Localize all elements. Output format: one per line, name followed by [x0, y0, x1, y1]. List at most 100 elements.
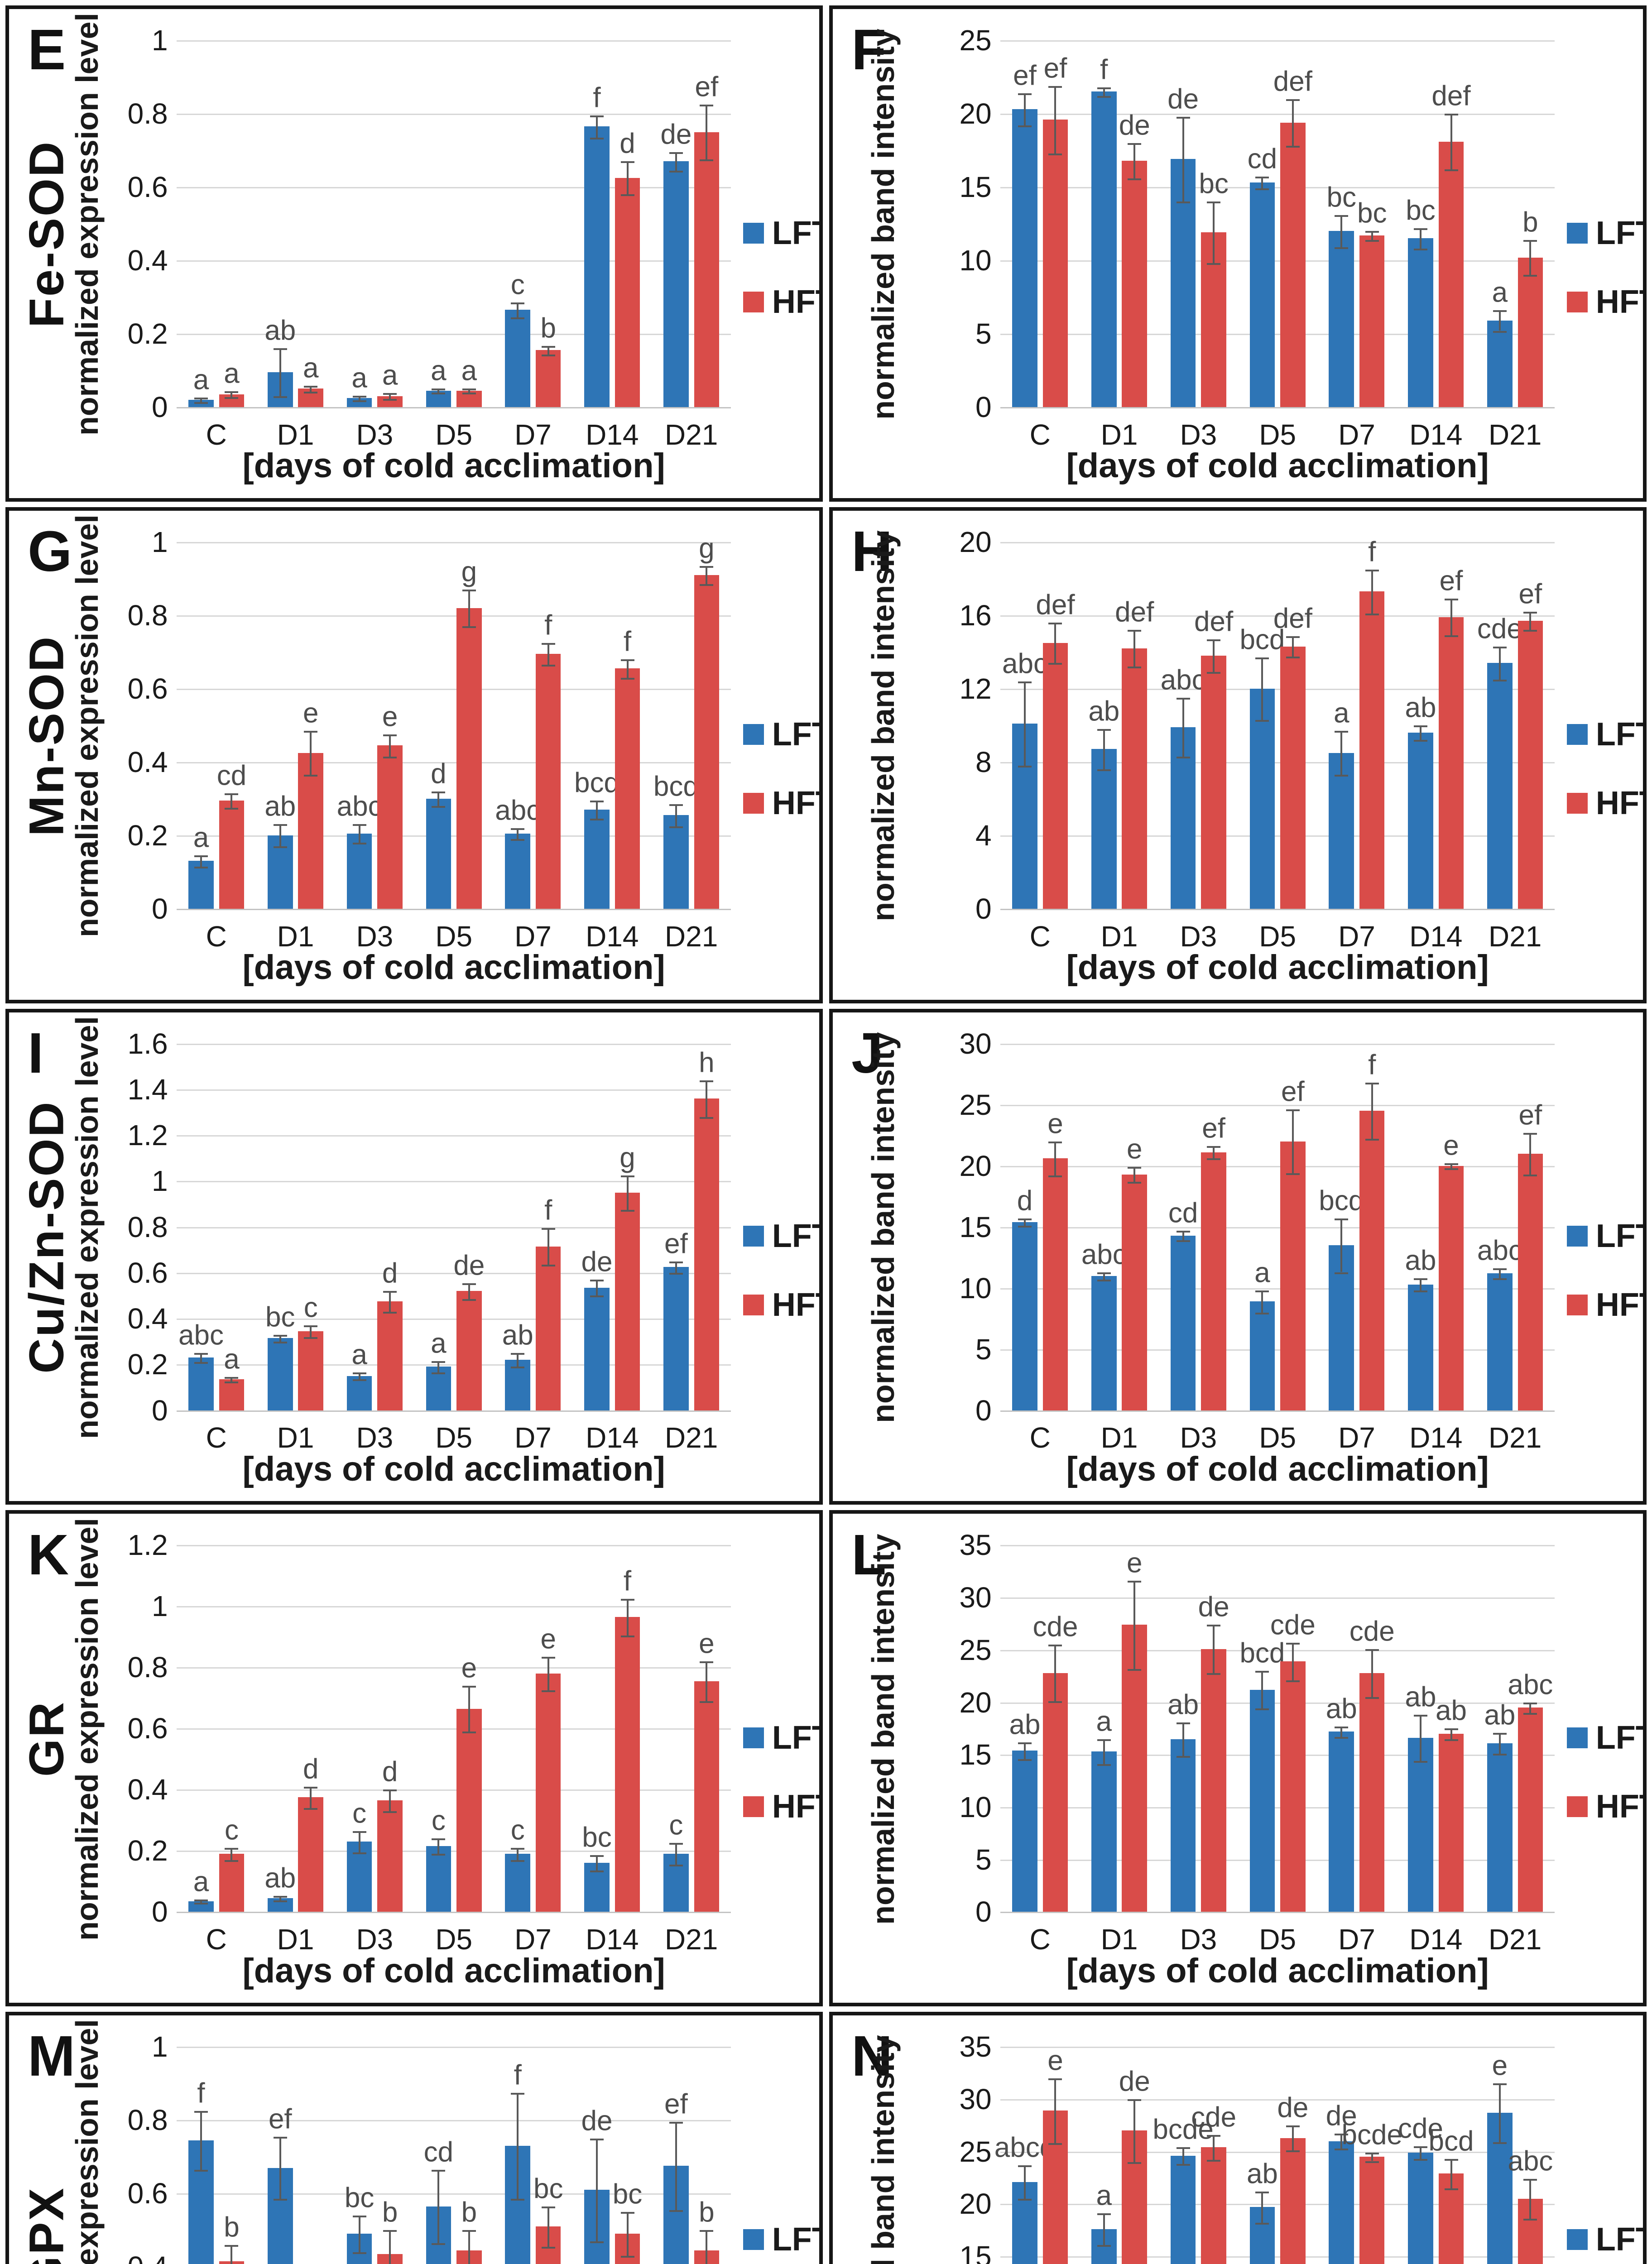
y-tick-label: 0: [152, 1394, 168, 1427]
bar-lft-D14: [584, 810, 610, 909]
error-bar: [468, 2230, 470, 2264]
error-bar-cap-top: [669, 1843, 683, 1845]
significance-letter: g: [699, 532, 715, 564]
gridline: [1000, 1166, 1555, 1167]
y-tick-label: 15: [959, 2240, 992, 2264]
y-tick-label: 25: [959, 1088, 992, 1121]
x-axis-line: [1000, 1912, 1555, 1914]
bar-hft-D5: [456, 608, 482, 909]
bar-hft-D7: [1359, 1111, 1385, 1410]
error-bar-cap-bottom: [432, 2243, 446, 2245]
error-bar: [1420, 725, 1422, 740]
legend-swatch-hft: [1566, 1295, 1588, 1316]
x-category-label: C: [1029, 1421, 1051, 1454]
error-bar-cap-bottom: [1523, 275, 1537, 277]
error-bar-cap-bottom: [194, 1362, 208, 1364]
panel-letter: M: [28, 2024, 76, 2088]
error-bar-cap-bottom: [1493, 679, 1507, 681]
error-bar-cap-top: [432, 791, 446, 793]
panel-letter: G: [28, 519, 72, 584]
error-bar-cap-top: [1128, 143, 1142, 145]
legend-swatch-lft: [743, 2229, 764, 2250]
legend-item-lft: LFT: [743, 2221, 819, 2258]
error-bar: [1261, 177, 1263, 189]
y-tick-label: 5: [975, 317, 992, 350]
significance-letter: def: [1273, 603, 1312, 634]
significance-letter: de: [581, 2105, 613, 2137]
error-bar-cap-bottom: [225, 808, 239, 810]
error-bar-cap-top: [1365, 1649, 1379, 1651]
bar-hft-D5: [456, 1291, 482, 1410]
y-tick-label: 20: [959, 1149, 992, 1182]
error-bar-cap-top: [1523, 1132, 1537, 1135]
error-bar-cap-bottom: [1523, 1174, 1537, 1176]
x-category-label: C: [206, 1923, 227, 1956]
y-tick-label: 12: [959, 672, 992, 705]
error-bar-cap-top: [700, 1080, 714, 1082]
error-bar: [1340, 1218, 1343, 1272]
legend-swatch-hft: [743, 1295, 764, 1316]
error-bar-cap-top: [1414, 1278, 1428, 1280]
error-bar-cap-top: [1286, 1109, 1300, 1112]
error-bar: [596, 1280, 598, 1296]
y-tick-label: 0.4: [127, 745, 168, 778]
bar-hft-D5: [1280, 1661, 1306, 1912]
significance-letter: a: [461, 355, 477, 387]
significance-letter: de: [453, 1250, 485, 1281]
bar-hft-D7: [535, 1246, 561, 1410]
error-bar-cap-top: [1018, 2165, 1032, 2167]
error-bar-cap-bottom: [1048, 1175, 1062, 1178]
error-bar-cap-top: [1523, 240, 1537, 242]
error-bar-cap-bottom: [1255, 188, 1269, 191]
error-bar-cap-top: [1286, 2125, 1300, 2127]
bar-hft-D3: [377, 1301, 403, 1410]
y-tick-label: 1: [152, 1165, 168, 1198]
y-tick-label: 15: [959, 1210, 992, 1243]
error-bar: [231, 1847, 233, 1860]
bar-lft-D7: [1329, 2141, 1354, 2264]
legend: LFT HFT: [743, 1218, 819, 1324]
legend-label: HFT: [772, 785, 819, 822]
legend-item-lft: LFT: [1566, 1218, 1643, 1255]
error-bar-cap-bottom: [669, 1864, 683, 1866]
significance-letter: d: [382, 1257, 398, 1289]
bar-lft-D14: [1408, 238, 1433, 407]
significance-letter: a: [431, 1328, 447, 1359]
significance-letter: def: [1431, 80, 1471, 112]
significance-letter: ab: [1484, 1699, 1516, 1731]
x-category-label: D7: [1338, 1923, 1375, 1956]
significance-letter: e: [1492, 2050, 1508, 2082]
error-bar: [1529, 1132, 1532, 1175]
error-bar-cap-bottom: [194, 2169, 208, 2172]
error-bar-cap-bottom: [620, 2255, 634, 2258]
gene-name-label: Fe-SOD: [19, 140, 74, 328]
significance-letter: e: [1127, 1133, 1143, 1165]
error-bar-cap-bottom: [304, 775, 318, 777]
bar-lft-D21: [663, 1267, 689, 1410]
bar-lft-D14: [584, 1287, 610, 1410]
bar-lft-D21: [663, 161, 689, 407]
error-bar-cap-bottom: [383, 399, 397, 401]
bar-hft-D21: [694, 132, 720, 407]
significance-letter: bc: [1326, 182, 1356, 213]
significance-letter: b: [699, 2197, 715, 2228]
significance-letter: a: [1492, 277, 1508, 308]
significance-letter: c: [510, 269, 525, 301]
error-bar: [675, 2122, 677, 2210]
error-bar: [1420, 2146, 1422, 2159]
bar-lft-D5: [426, 798, 451, 909]
y-tick-label: 20: [959, 97, 992, 130]
error-bar: [1054, 1141, 1057, 1176]
significance-letter: d: [620, 128, 635, 159]
error-bar-cap-top: [1176, 1722, 1190, 1724]
significance-letter: a: [382, 360, 398, 391]
error-bar-cap-top: [1414, 1715, 1428, 1717]
legend-swatch-hft: [1566, 793, 1588, 814]
error-bar-cap-top: [590, 115, 604, 118]
error-bar-cap-bottom: [383, 756, 397, 758]
error-bar-cap-bottom: [194, 1903, 208, 1905]
error-bar-cap-bottom: [304, 1808, 318, 1810]
gridline: [1000, 1859, 1555, 1861]
error-bar-cap-bottom: [1207, 2160, 1221, 2162]
x-category-label: D14: [1409, 920, 1463, 953]
